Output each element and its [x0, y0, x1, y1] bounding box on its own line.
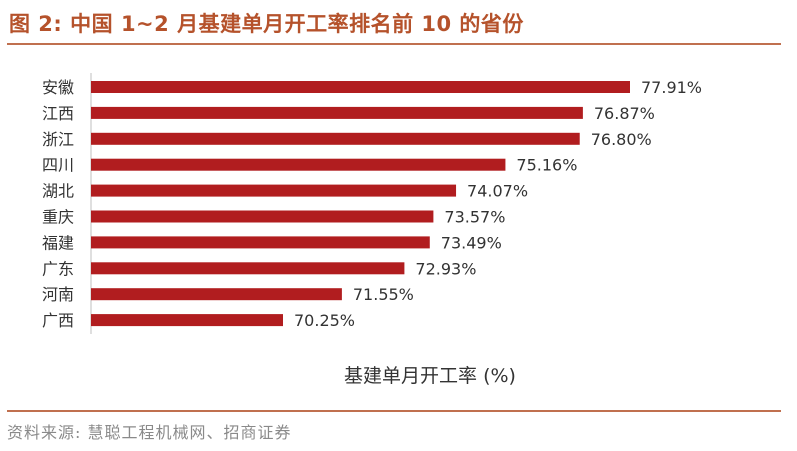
category-label: 福建 [42, 233, 74, 252]
bar-1 [91, 81, 630, 93]
category-label: 广西 [42, 311, 74, 330]
category-label: 浙江 [42, 130, 74, 149]
value-label: 73.57% [444, 208, 505, 227]
category-label: 湖北 [42, 182, 74, 201]
figure-title: 图 2: 中国 1~2 月基建单月开工率排名前 10 的省份 [9, 12, 524, 36]
x-axis-title: 基建单月开工率 (%) [344, 365, 516, 387]
value-label: 76.80% [591, 130, 652, 149]
bar-5 [91, 184, 457, 197]
bar-3 [91, 132, 580, 145]
title-divider [7, 43, 781, 45]
value-label: 73.49% [441, 233, 502, 252]
category-label: 四川 [42, 156, 74, 175]
value-label: 70.25% [294, 311, 355, 330]
bar-4 [91, 158, 506, 171]
bar-9 [91, 288, 342, 301]
bar-7 [91, 236, 430, 249]
category-label: 重庆 [42, 208, 74, 227]
value-label: 72.93% [415, 259, 476, 278]
category-label: 广东 [42, 259, 74, 278]
value-label: 75.16% [516, 156, 577, 175]
value-label: 76.87% [594, 104, 655, 123]
bar-6 [91, 210, 434, 223]
bar-8 [91, 262, 405, 275]
category-label: 河南 [42, 285, 74, 304]
source-note: 资料来源: 慧聪工程机械网、招商证券 [7, 423, 292, 442]
bar-2 [91, 106, 583, 119]
bars-group: 安徽 77.91% 江西 76.87% 浙江 76.80% 四川 75.16% 湖北 74.07%… [42, 78, 702, 330]
bar-10 [91, 314, 283, 327]
value-label: 74.07% [467, 182, 528, 201]
source-divider [7, 410, 781, 412]
value-label: 71.55% [353, 285, 414, 304]
category-label: 安徽 [42, 78, 74, 97]
value-label: 77.91% [641, 78, 702, 97]
category-label: 江西 [42, 104, 74, 123]
